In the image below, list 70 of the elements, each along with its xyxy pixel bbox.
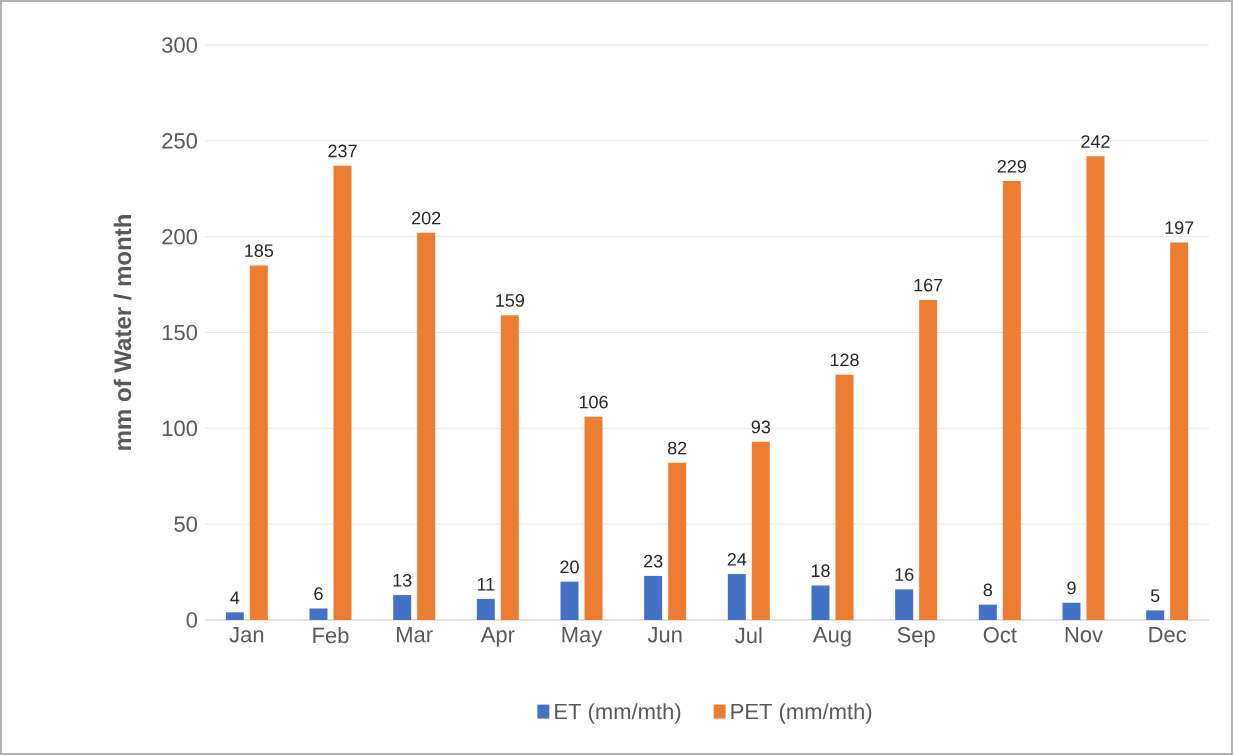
bar [500, 315, 519, 620]
bar [727, 573, 746, 620]
data-label: 24 [727, 553, 747, 566]
legend-label: PET (mm/mth) [731, 703, 872, 724]
x-tick-label: Dec [1149, 627, 1187, 643]
x-tick-label: Aug [812, 627, 851, 647]
data-label: 18 [811, 564, 830, 578]
data-label: 185 [245, 244, 274, 258]
data-label: 16 [895, 568, 914, 581]
data-label: 237 [328, 144, 357, 158]
bar [393, 595, 412, 620]
x-tick-label: Jul [735, 627, 762, 644]
data-label: 159 [496, 294, 524, 307]
bar [1062, 602, 1081, 620]
bar [225, 612, 244, 620]
y-axis-title: mm of Water / month [113, 215, 132, 450]
y-tick-label: 150 [162, 324, 198, 341]
x-tick-label: Feb [313, 627, 349, 644]
bar [1002, 181, 1021, 620]
y-tick-label: 300 [162, 37, 198, 53]
y-tick-label: 100 [162, 420, 198, 437]
data-label: 6 [314, 587, 323, 601]
bar [1170, 242, 1189, 620]
y-tick-label: 50 [174, 516, 198, 532]
data-label: 13 [393, 573, 412, 587]
bar [668, 462, 687, 620]
data-label: 9 [1067, 581, 1076, 595]
x-tick-label: May [562, 627, 603, 647]
bar [811, 585, 830, 620]
data-label: 128 [830, 353, 859, 367]
bar [1086, 156, 1105, 620]
x-tick-label: Sep [897, 627, 935, 647]
bar [560, 581, 579, 620]
y-tick-label: 200 [162, 228, 198, 245]
data-label: 11 [477, 578, 495, 591]
data-label: 242 [1081, 135, 1110, 148]
bar [978, 604, 997, 620]
data-label: 82 [667, 441, 687, 455]
data-label: 20 [560, 560, 579, 574]
x-tick-label: Jun [647, 627, 682, 643]
y-tick-label: 0 [186, 612, 198, 628]
data-label: 167 [914, 278, 943, 292]
data-label: 93 [751, 420, 771, 434]
bar [417, 232, 436, 620]
data-label: 4 [230, 591, 240, 604]
bar [584, 416, 603, 620]
bar [309, 608, 328, 620]
bar [1146, 610, 1165, 620]
bar [476, 598, 495, 620]
x-tick-label: Apr [480, 627, 515, 647]
data-label: 197 [1165, 221, 1194, 235]
data-label: 5 [1150, 589, 1160, 603]
bar [249, 265, 268, 620]
bar [895, 589, 914, 620]
bar [919, 299, 938, 620]
y-tick-label: 250 [162, 133, 198, 149]
data-label: 202 [412, 211, 441, 225]
bar [751, 441, 770, 620]
x-tick-label: Oct [983, 627, 1017, 643]
x-tick-label: Nov [1065, 627, 1103, 643]
bar [333, 165, 352, 620]
bar [644, 575, 663, 620]
legend-label: ET (mm/mth) [555, 703, 681, 724]
x-tick-label: Jan [229, 627, 264, 643]
data-label: 23 [644, 554, 663, 568]
data-label: 8 [983, 583, 993, 597]
bar [835, 374, 854, 620]
data-label: 229 [997, 159, 1026, 173]
data-label: 106 [579, 395, 608, 409]
x-tick-label: Mar [397, 627, 433, 643]
